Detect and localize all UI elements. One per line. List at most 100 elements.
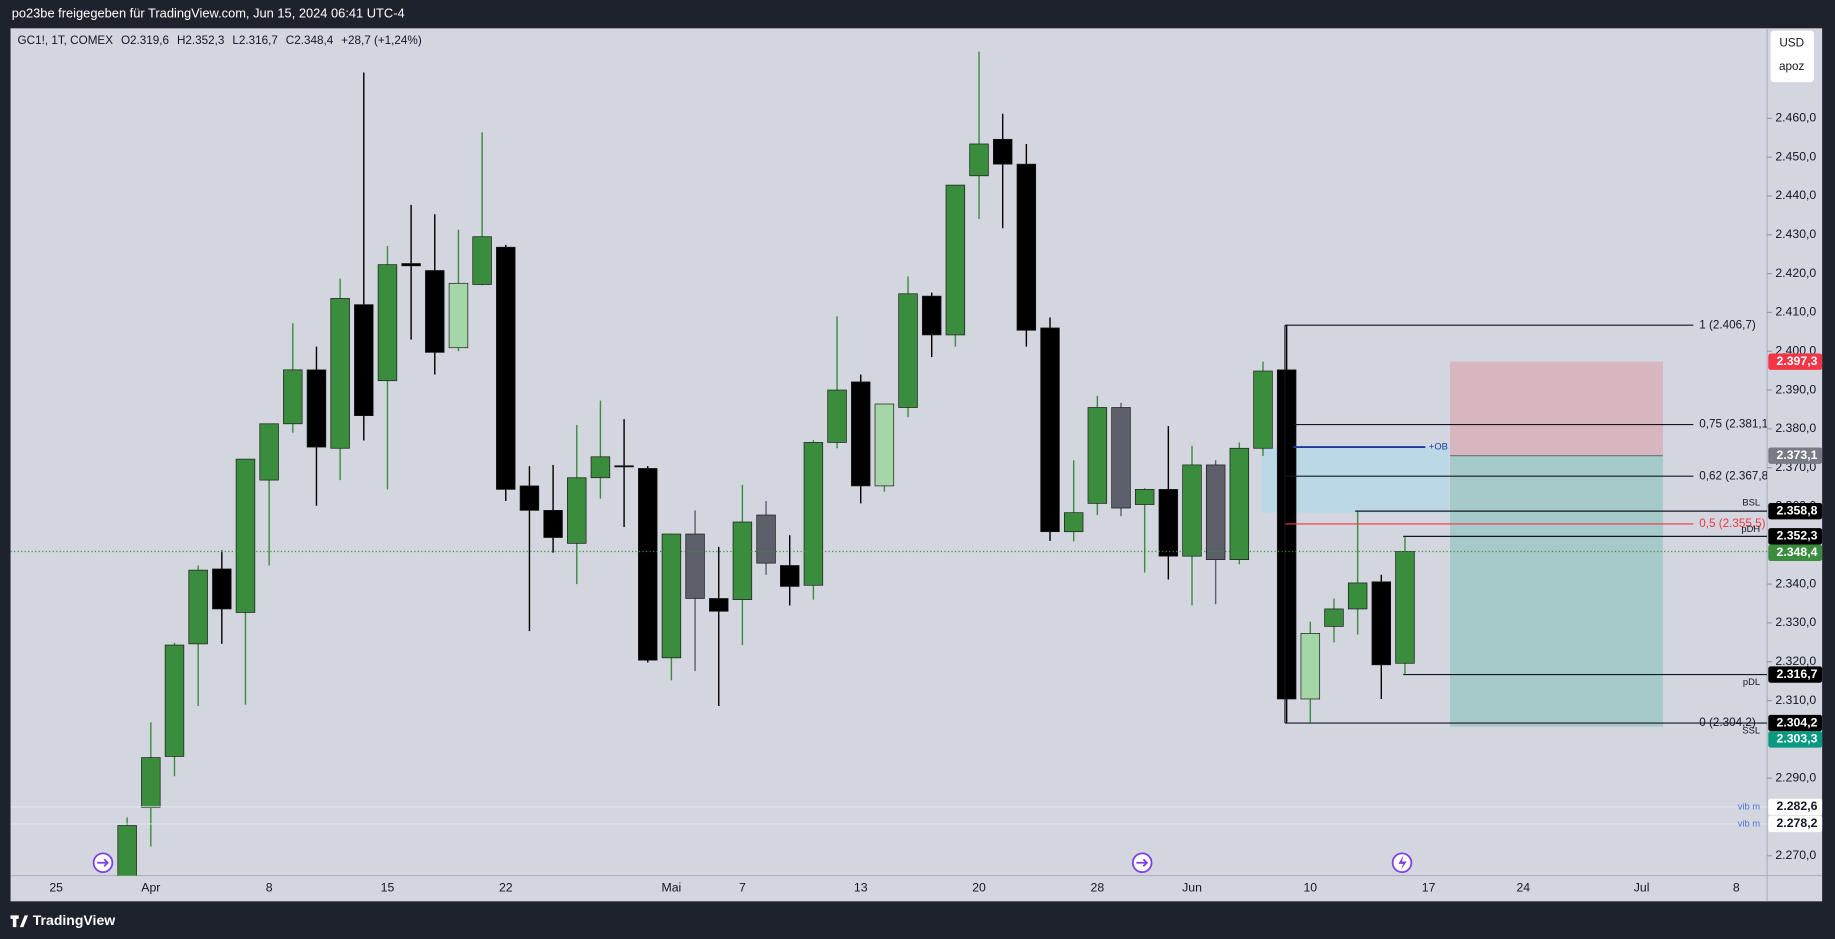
candle-body: [685, 533, 705, 599]
plot-area: 1 (2.406,7) 0,75 (2.381,1) 0,62 (2.367,8) 0…: [10, 51, 1772, 876]
candle-body: [1253, 370, 1273, 449]
candle-body: [117, 825, 137, 876]
candle-body: [212, 568, 232, 610]
brand-name: TradingView: [33, 912, 115, 928]
price-marker-label: 2.316,7: [1777, 667, 1818, 681]
y-tick-label: 2.390,0: [1775, 382, 1816, 396]
x-tick-label: 8: [1733, 881, 1740, 895]
candle-body: [780, 565, 800, 587]
candle-body: [803, 442, 824, 586]
x-tick-label: Apr: [141, 881, 160, 895]
candle-body: [992, 138, 1013, 165]
candle-body: [377, 264, 398, 382]
candle-body: [590, 456, 611, 479]
legend-item: H2.352,3: [177, 34, 224, 47]
level-label: vib m: [1738, 818, 1761, 828]
candle-body: [543, 510, 563, 538]
x-tick-label: 24: [1516, 881, 1530, 895]
y-tick-label: 2.330,0: [1775, 615, 1816, 629]
price-marker: [1768, 798, 1823, 816]
candle-body: [425, 270, 445, 353]
axis-button-box: [1770, 30, 1814, 83]
event-icons: [92, 852, 1413, 873]
x-tick-label: 25: [49, 881, 63, 895]
price-marker-label: 2.373,1: [1777, 448, 1818, 462]
y-tick-label: 2.340,0: [1775, 576, 1816, 590]
legend-item: +28,7 (+1,24%): [341, 34, 422, 47]
x-tick-label: Jun: [1182, 881, 1202, 895]
candle-body: [898, 293, 918, 408]
candle-body: [921, 295, 942, 336]
legend-item: O2.319,6: [121, 34, 169, 47]
candle-body: [164, 644, 185, 757]
fib-label: 0,75 (2.381,1): [1699, 418, 1772, 431]
candle-body: [1158, 489, 1179, 557]
candle-body: [709, 598, 729, 612]
y-tick-label: 2.420,0: [1775, 266, 1816, 280]
candle-body: [1182, 464, 1202, 557]
y-tick-label: 2.270,0: [1775, 848, 1816, 862]
price-marker-label: 2.348,4: [1777, 545, 1818, 559]
y-tick-label: 2.440,0: [1775, 188, 1816, 202]
candle-body: [283, 369, 303, 425]
x-tick-label: 13: [854, 881, 868, 895]
x-tick-label: 20: [972, 881, 986, 895]
y-tick-label: 2.320,0: [1775, 654, 1816, 668]
y-tick-label: 2.410,0: [1775, 305, 1816, 319]
candle-body: [756, 514, 776, 564]
level-label: +OB: [1429, 442, 1448, 452]
candle-body: [945, 184, 966, 336]
price-marker-label: 2.282,6: [1777, 799, 1818, 813]
x-tick-label: 10: [1303, 881, 1317, 895]
y-tick-label: 2.380,0: [1775, 421, 1816, 435]
brand-logo: [10, 915, 29, 928]
candle-body: [874, 403, 895, 487]
price-marker-label: 2.358,8: [1777, 503, 1818, 517]
y-tick-label: 2.430,0: [1775, 227, 1816, 241]
candle-body: [732, 521, 753, 600]
price-marker-label: 2.278,2: [1777, 816, 1818, 830]
price-marker-label: 2.303,3: [1777, 732, 1818, 746]
price-marker-label: 2.304,2: [1777, 715, 1818, 729]
candle-body: [1229, 447, 1250, 561]
price-marker: [1768, 815, 1823, 833]
x-tick-label: 15: [381, 881, 395, 895]
zone: [1449, 361, 1663, 456]
price-marker: [1768, 714, 1823, 732]
candle-body: [1300, 633, 1321, 700]
x-tick-label: Jul: [1634, 881, 1650, 895]
level-label: BSL: [1742, 497, 1760, 507]
candle-body: [1134, 489, 1155, 505]
currency-button[interactable]: USD: [1779, 37, 1804, 50]
unit-button[interactable]: apoz: [1779, 60, 1805, 73]
candle-body: [827, 389, 847, 443]
price-marker: [1768, 502, 1823, 520]
candle-body: [567, 477, 587, 544]
candle-body: [1347, 582, 1368, 610]
candle-body: [306, 369, 327, 448]
axes: 2.460,0 2.450,0 2.440,0 2.430,0 2.420,0 2.410…: [49, 111, 1823, 895]
candle-body: [472, 236, 492, 285]
chart-background: [10, 28, 1823, 902]
candle-body: [330, 298, 350, 449]
fib-label: 0,5 (2.355,5): [1699, 517, 1765, 530]
y-tick-label: 2.310,0: [1775, 693, 1816, 707]
candle-body: [1016, 163, 1037, 331]
candle-body: [1205, 464, 1226, 561]
share-title: po23be freigegeben für TradingView.com, …: [12, 6, 405, 21]
event-icon-glyph: [97, 858, 109, 867]
candle-body: [1371, 581, 1392, 666]
price-marker: [1768, 666, 1823, 683]
legend-item: L2.316,7: [232, 34, 278, 47]
candle-body: [496, 246, 516, 490]
candle-body: [1324, 608, 1344, 627]
candle-body: [638, 468, 658, 661]
legend-item: C2.348,4: [286, 34, 334, 47]
candle-body: [1276, 369, 1297, 700]
fib-label: 1 (2.406,7): [1699, 318, 1756, 331]
candle-body: [188, 569, 208, 645]
x-tick-label: 22: [499, 881, 513, 895]
y-tick-label: 2.460,0: [1775, 111, 1816, 125]
candle-body: [969, 143, 989, 177]
